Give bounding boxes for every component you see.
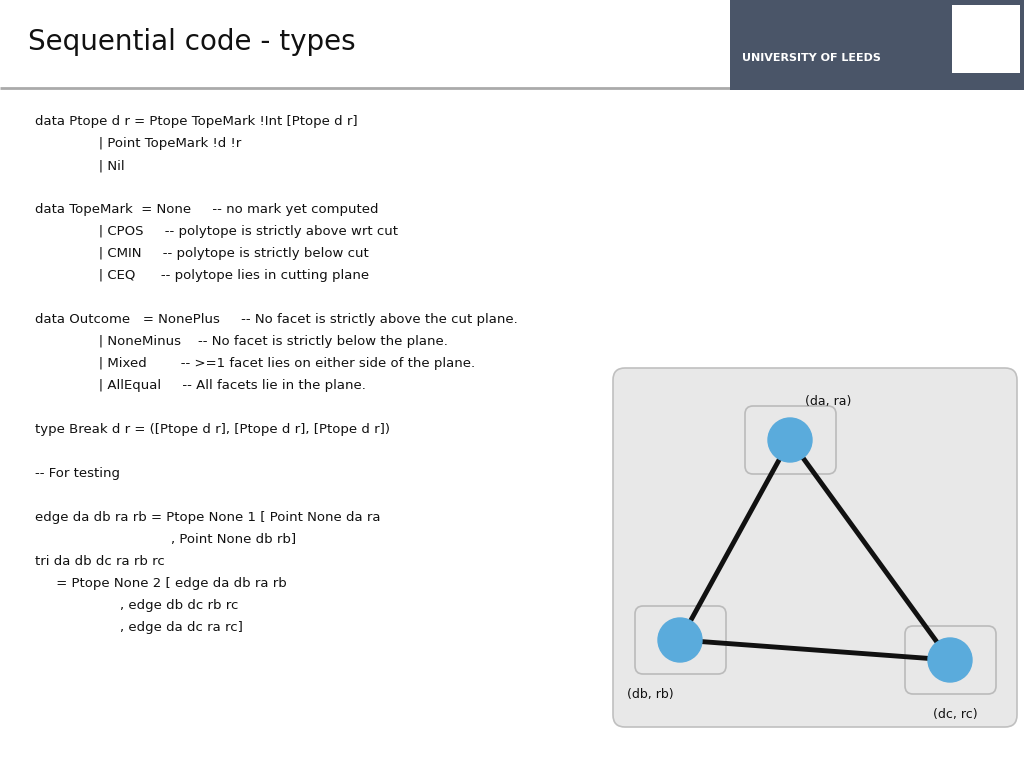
Text: | Mixed        -- >=1 facet lies on either side of the plane.: | Mixed -- >=1 facet lies on either side…	[35, 357, 475, 370]
Text: data TopeMark  = None     -- no mark yet computed: data TopeMark = None -- no mark yet comp…	[35, 203, 379, 216]
Text: UNIVERSITY OF LEEDS: UNIVERSITY OF LEEDS	[742, 53, 881, 63]
Text: | AllEqual     -- All facets lie in the plane.: | AllEqual -- All facets lie in the plan…	[35, 379, 366, 392]
Text: type Break d r = ([Ptope d r], [Ptope d r], [Ptope d r]): type Break d r = ([Ptope d r], [Ptope d …	[35, 423, 390, 436]
Text: data Outcome   = NonePlus     -- No facet is strictly above the cut plane.: data Outcome = NonePlus -- No facet is s…	[35, 313, 518, 326]
Text: | Nil: | Nil	[35, 159, 125, 172]
Text: | CPOS     -- polytope is strictly above wrt cut: | CPOS -- polytope is strictly above wrt…	[35, 225, 398, 238]
Text: | CMIN     -- polytope is strictly below cut: | CMIN -- polytope is strictly below cut	[35, 247, 369, 260]
Text: edge da db ra rb = Ptope None 1 [ Point None da ra: edge da db ra rb = Ptope None 1 [ Point …	[35, 511, 381, 524]
Text: -- For testing: -- For testing	[35, 467, 120, 480]
Text: = Ptope None 2 [ edge da db ra rb: = Ptope None 2 [ edge da db ra rb	[35, 577, 287, 590]
Text: (dc, rc): (dc, rc)	[933, 708, 977, 721]
Bar	[952, 5, 1020, 73]
Text: | NoneMinus    -- No facet is strictly below the plane.: | NoneMinus -- No facet is strictly belo…	[35, 335, 447, 348]
Text: (da, ra): (da, ra)	[805, 396, 851, 409]
Text: data Ptope d r = Ptope TopeMark !Int [Ptope d r]: data Ptope d r = Ptope TopeMark !Int [Pt…	[35, 115, 357, 128]
Text: | Point TopeMark !d !r: | Point TopeMark !d !r	[35, 137, 242, 150]
FancyBboxPatch shape	[613, 368, 1017, 727]
Text: (db, rb): (db, rb)	[627, 688, 674, 701]
Text: tri da db dc ra rb rc: tri da db dc ra rb rc	[35, 555, 165, 568]
Text: , edge da dc ra rc]: , edge da dc ra rc]	[35, 621, 243, 634]
Circle shape	[928, 638, 972, 682]
Bar	[730, 0, 1024, 90]
Text: , edge db dc rb rc: , edge db dc rb rc	[35, 599, 239, 612]
Circle shape	[768, 418, 812, 462]
Text: | CEQ      -- polytope lies in cutting plane: | CEQ -- polytope lies in cutting plane	[35, 269, 369, 282]
Text: Sequential code - types: Sequential code - types	[28, 28, 355, 56]
Circle shape	[658, 618, 702, 662]
Text: , Point None db rb]: , Point None db rb]	[35, 533, 296, 546]
